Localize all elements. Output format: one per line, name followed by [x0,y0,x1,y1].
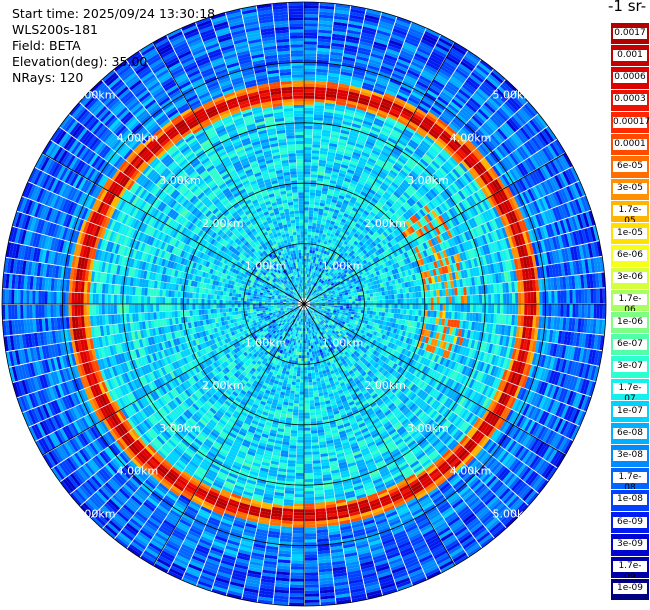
colorbar-level-label: 1e-06 [613,316,647,328]
ring-label: 4.00km [117,131,159,144]
colorbar-level-label: 1.7e-05 [613,205,647,226]
colorbar-level: 1e-05 [611,222,649,245]
azimuth-line [303,303,566,456]
field-label: Field: BETA [12,38,81,53]
colorbar-level: 1.7e-07 [611,377,649,404]
ring-label: 5.00km [493,89,535,102]
ring-label: 5.00km [74,507,116,520]
colorbar-level: 3e-06 [611,266,649,289]
colorbar-level: 1e-07 [611,399,649,423]
ring-label: 1.00km [245,260,287,273]
colorbar-level: 1e-08 [611,488,649,512]
colorbar-level: 6e-06 [611,244,649,267]
colorbar-level: 0.0017 [611,22,649,45]
ring-label: 1.00km [322,260,364,273]
colorbar-level: 6e-05 [611,155,649,178]
elevation-label: Elevation(deg): 35.00 [12,54,148,69]
colorbar-level: 6e-09 [611,511,649,534]
colorbar-level: 1e-09 [611,577,649,600]
colorbar-level: 1.7e-06 [611,288,649,315]
ring-label: 5.00km [74,89,116,102]
polar-grid [1,1,607,607]
colorbar-level-label: 1.7e-06 [613,294,647,315]
azimuth-line [152,42,305,305]
colorbar-level: 1.7e-05 [611,199,649,226]
azimuth-line [42,303,305,456]
colorbar-level-label: 1e-08 [613,494,647,506]
colorbar-unit-title: -1 sr- [608,0,647,15]
colorbar-level-label: 0.0006 [613,72,647,84]
colorbar-level-label: 0.0001 [613,138,647,150]
azimuth-line [42,152,305,305]
ring-label: 3.00km [407,422,449,435]
colorbar-level-label: 6e-07 [613,338,647,350]
colorbar-level-label: 0.001 [613,49,647,61]
azimuth-line [152,303,305,566]
ring-label: 4.00km [117,465,159,478]
colorbar-level-label: 6e-09 [613,516,647,528]
colorbar-level: 0.00017 [611,110,650,134]
colorbar-level: 0.0003 [611,88,649,111]
colorbar-level-label: 6e-08 [613,427,647,439]
colorbar-level-label: 0.00017 [613,116,650,128]
azimuth-line [303,42,456,305]
azimuth-line [303,152,566,305]
colorbar-level: 0.0001 [611,133,649,156]
colorbar-level-label: 1.7e-09 [613,561,647,582]
colorbar-level: 1.7e-09 [611,555,649,582]
colorbar-level-label: 3e-05 [613,183,647,195]
nrays-label: NRays: 120 [12,70,84,85]
colorbar-level-label: 1.7e-08 [613,472,647,493]
colorbar-level-label: 0.0003 [613,94,647,106]
ring-label: 2.00km [202,217,244,230]
colorbar-level: 1.7e-08 [611,466,649,493]
ring-label: 1.00km [245,337,287,350]
colorbar-level-label: 3e-06 [613,272,647,284]
colorbar-level-label: 3e-09 [613,538,647,550]
ring-label: 2.00km [364,217,406,230]
colorbar-level: 3e-07 [611,355,649,378]
colorbar-level: 3e-09 [611,533,649,556]
colorbar-level: 6e-08 [611,422,649,445]
colorbar-level-label: 1e-09 [613,583,647,595]
azimuth-line [303,303,456,566]
range-ring-labels: 1.00km 1.00km 1.00km 1.00km 2.00km 2.00km 2.00… [74,89,534,521]
colorbar-level: 6e-07 [611,333,649,356]
colorbar-level: 1e-06 [611,311,649,334]
colorbar-level-label: 1e-05 [613,227,647,239]
ring-label: 4.00km [450,131,492,144]
ring-label: 2.00km [202,379,244,392]
ray-sectors [2,2,606,606]
colorbar-level-label: 6e-06 [613,249,647,261]
colorbar-level-label: 1e-07 [613,405,647,417]
colorbar-level: 0.001 [611,44,649,67]
ppi-plot: 1.00km 1.00km 1.00km 1.00km 2.00km 2.00km 2.00… [1,1,607,607]
colorbar-level-label: 1.7e-07 [613,383,647,404]
colorbar-level: 0.0006 [611,66,649,89]
colorbar-level: 3e-08 [611,444,649,467]
ring-label: 2.00km [364,379,406,392]
start-time-label: Start time: 2025/09/24 13:30:18 [12,6,216,21]
colorbar-level-label: 6e-05 [613,160,647,172]
ring-label: 1.00km [322,337,364,350]
ring-label: 3.00km [159,174,201,187]
colorbar-level-label: 0.0017 [613,27,647,39]
instrument-label: WLS200s-181 [12,22,98,37]
ring-label: 5.00km [493,507,535,520]
colorbar: 0.0017 0.001 0.0006 0.0003 0.00017 0.0001 6e-0… [611,22,650,600]
colorbar-level-label: 3e-07 [613,361,647,373]
colorbar-level: 3e-05 [611,177,649,200]
ring-label: 4.00km [450,465,492,478]
colorbar-level-label: 3e-08 [613,449,647,461]
ring-label: 3.00km [407,174,449,187]
ring-label: 3.00km [159,422,201,435]
